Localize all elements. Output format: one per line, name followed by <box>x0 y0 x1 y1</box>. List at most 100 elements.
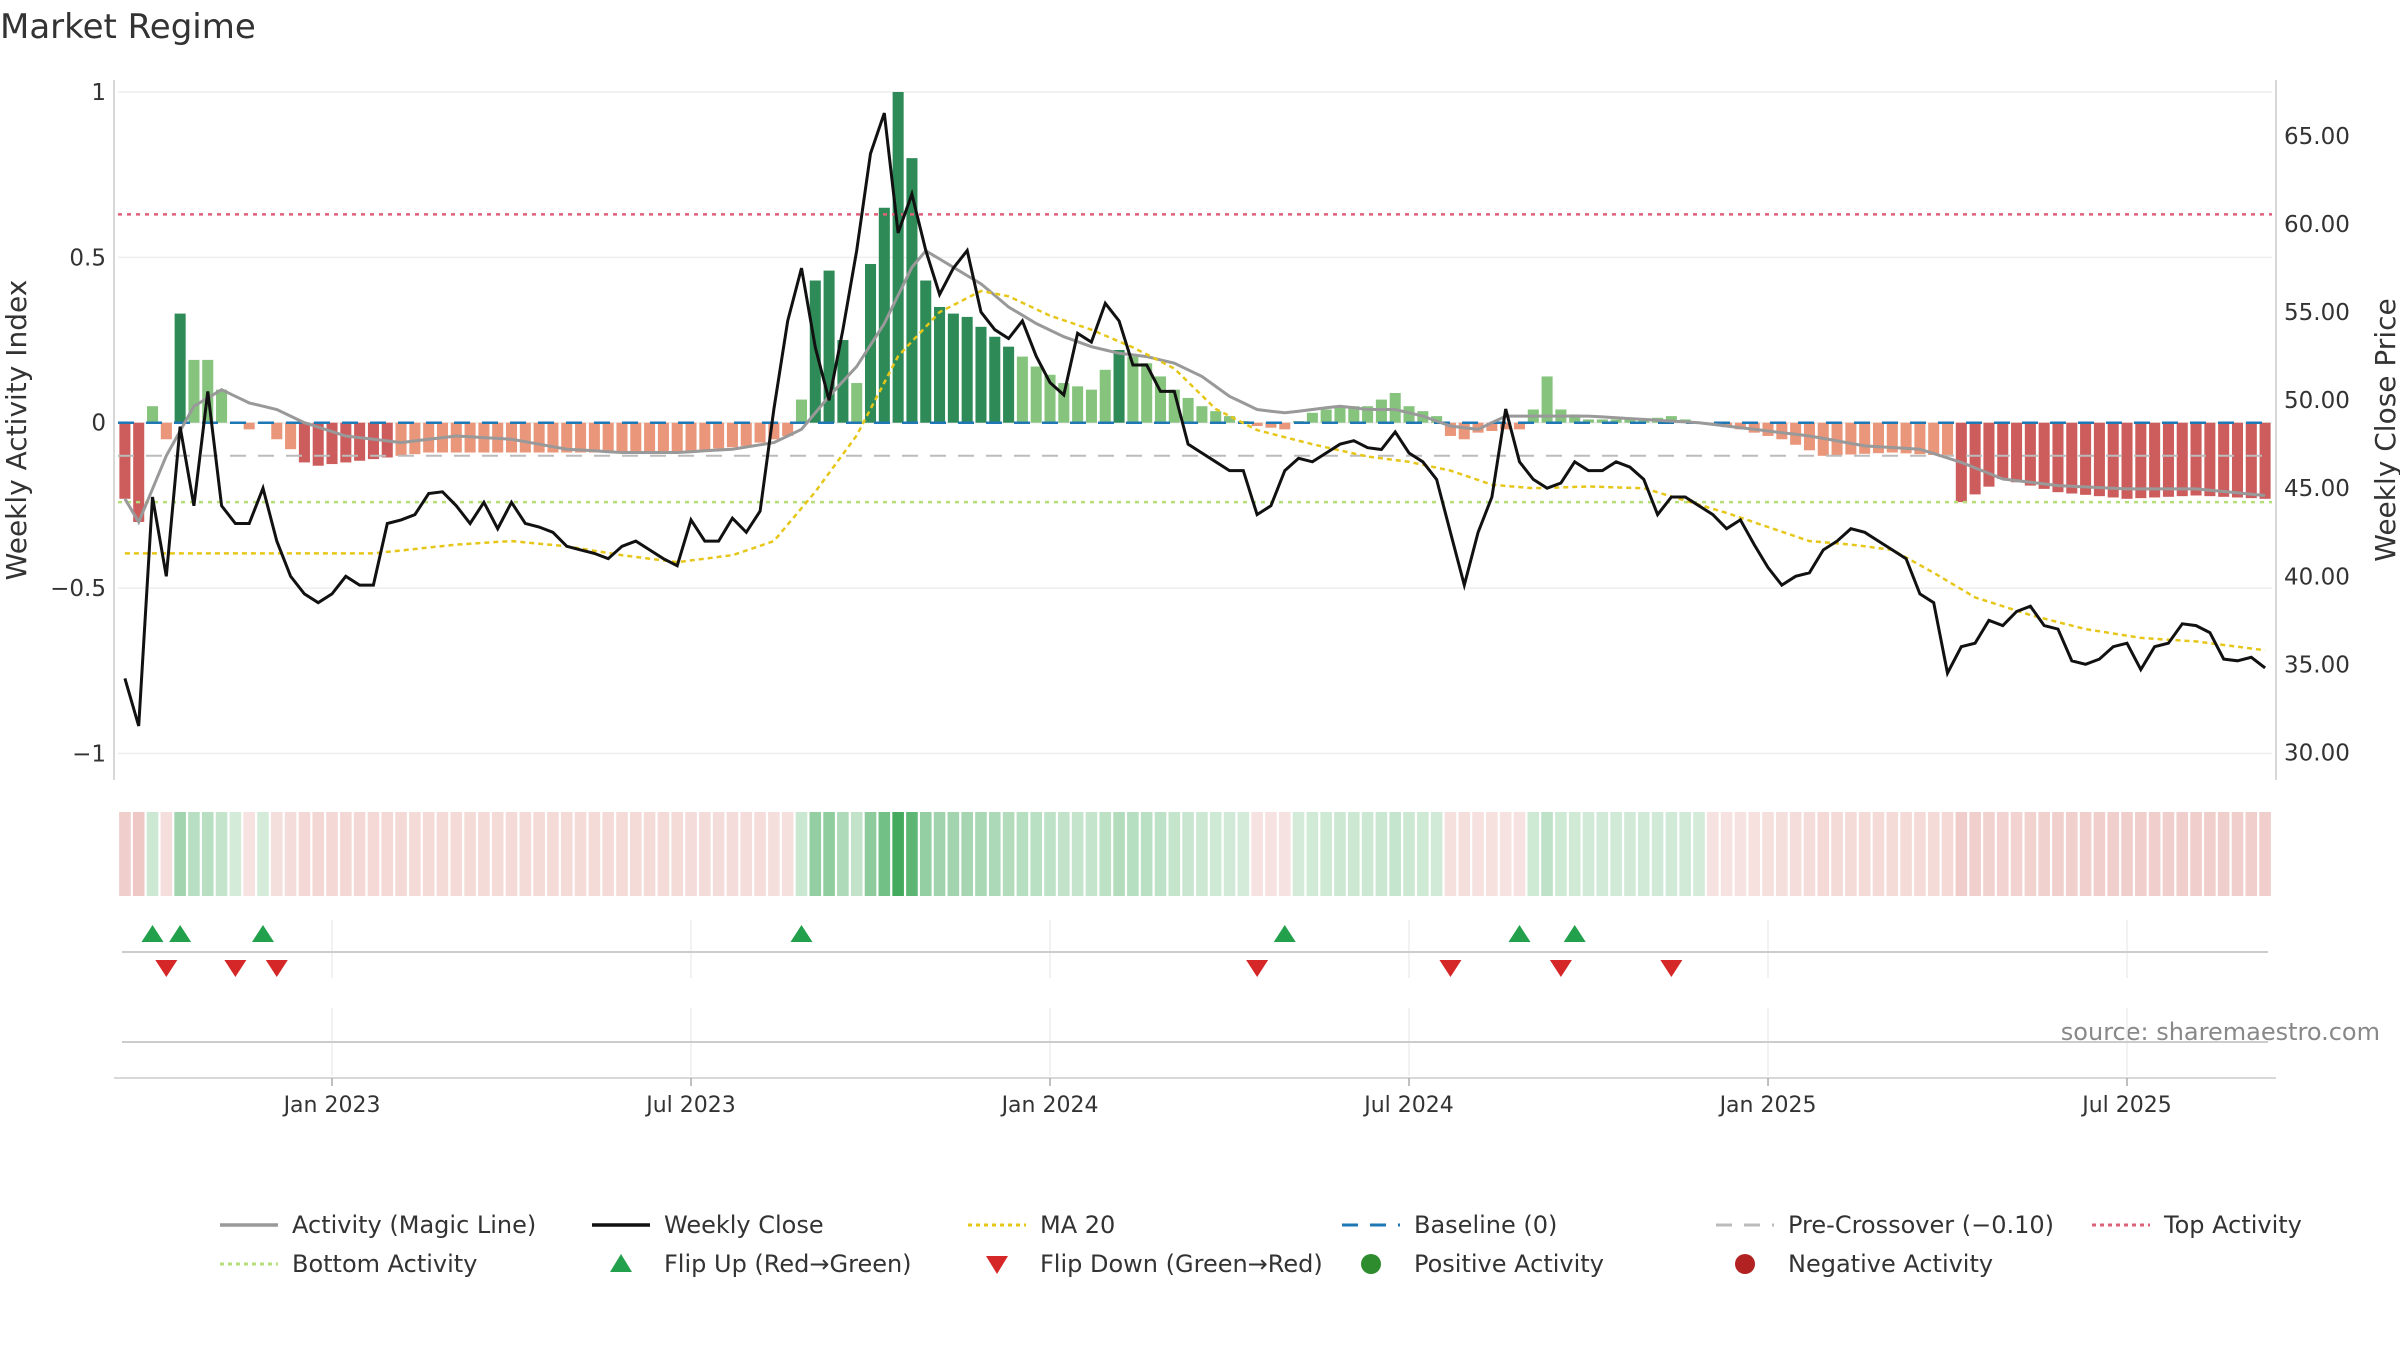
activity-bar <box>726 422 738 448</box>
activity-bar <box>975 326 987 423</box>
regime-cell <box>1983 812 1995 896</box>
activity-bar <box>2218 422 2230 497</box>
activity-bar <box>423 422 435 453</box>
regime-cell <box>2217 812 2230 896</box>
activity-bar <box>1113 349 1125 423</box>
regime-cell <box>643 812 656 896</box>
regime-cell <box>2190 812 2202 896</box>
regime-cell <box>1789 812 1802 896</box>
activity-bar <box>1624 419 1636 423</box>
regime-cell <box>160 812 173 896</box>
activity-bar <box>1914 422 1926 455</box>
activity-bar <box>920 280 932 423</box>
regime-cell <box>1486 812 1498 896</box>
legend-swatch-dot <box>1735 1254 1755 1274</box>
activity-bar <box>1141 363 1153 423</box>
regime-cell <box>174 812 186 896</box>
regime-cell <box>1265 812 1277 896</box>
legend-label: Flip Down (Green→Red) <box>1040 1250 1323 1278</box>
regime-cell <box>1665 812 1678 896</box>
regime-cell <box>298 812 311 896</box>
regime-cell <box>1182 812 1194 896</box>
regime-cell <box>726 812 739 896</box>
regime-cell <box>1941 812 1954 896</box>
legend-item-flipup: Flip Up (Red→Green) <box>610 1250 912 1278</box>
regime-cell <box>2024 812 2037 896</box>
activity-bar <box>851 383 863 423</box>
regime-cell <box>1347 812 1360 896</box>
regime-cell <box>740 812 753 896</box>
activity-bar <box>934 306 946 423</box>
activity-bar <box>146 406 159 423</box>
activity-bar <box>1210 411 1222 423</box>
activity-bar <box>1251 422 1263 427</box>
regime-cell <box>1831 812 1843 896</box>
regime-cell <box>795 812 808 896</box>
y-left-tick-label: 0 <box>91 411 106 437</box>
regime-cell <box>1541 812 1553 896</box>
legend-swatch-dot <box>1361 1254 1381 1274</box>
regime-cell <box>1140 812 1153 896</box>
activity-bar <box>2038 422 2050 489</box>
regime-cell <box>1113 812 1125 896</box>
activity-bar <box>795 399 808 423</box>
legend-label: Flip Up (Red→Green) <box>664 1250 912 1278</box>
regime-cell <box>1817 812 1830 896</box>
activity-bar <box>2245 422 2257 499</box>
regime-cell <box>1582 812 1595 896</box>
activity-bar <box>1638 419 1650 423</box>
regime-cell <box>1555 812 1567 896</box>
regime-cell <box>629 812 642 896</box>
activity-bar <box>243 422 255 430</box>
regime-cell <box>1513 812 1526 896</box>
regime-cell <box>367 812 380 896</box>
legend-label: Weekly Close <box>664 1211 824 1239</box>
y-right-tick-label: 45.00 <box>2284 476 2350 502</box>
activity-bar <box>1375 399 1387 423</box>
regime-cell <box>2176 812 2189 896</box>
y-right-tick-label: 50.00 <box>2284 388 2350 414</box>
flip-up-marker <box>790 925 813 942</box>
y-left-tick-label: 0.5 <box>69 245 106 271</box>
regime-cell <box>436 812 449 896</box>
activity-bar <box>1306 412 1318 423</box>
regime-cell <box>119 812 131 896</box>
regime-cell <box>1444 812 1457 896</box>
activity-bar <box>1458 422 1470 440</box>
regime-cell <box>1209 812 1222 896</box>
activity-bar <box>505 422 518 453</box>
activity-bar <box>2135 422 2147 499</box>
activity-bar <box>644 422 656 453</box>
activity-bar <box>547 422 559 453</box>
activity-bar <box>216 389 228 423</box>
activity-bar <box>1389 392 1401 423</box>
legend-label: Bottom Activity <box>292 1250 477 1278</box>
activity-bar <box>2080 422 2092 495</box>
regime-cell <box>1430 812 1443 896</box>
activity-bar <box>768 422 780 440</box>
regime-cell <box>1527 812 1540 896</box>
legend-label: Pre-Crossover (−0.10) <box>1788 1211 2054 1239</box>
regime-cell <box>1996 812 2009 896</box>
legend-label: Top Activity <box>2163 1211 2302 1239</box>
weekly-close-line <box>123 112 2267 727</box>
activity-bar <box>1444 422 1456 436</box>
activity-bar <box>1320 409 1332 423</box>
regime-cell <box>892 812 904 896</box>
regime-cell <box>2231 812 2244 896</box>
activity-bar <box>892 92 904 423</box>
y-left-tick-label: −1 <box>72 741 106 767</box>
activity-bar <box>906 158 918 423</box>
regime-cell <box>1127 812 1139 896</box>
regime-cell <box>1720 812 1733 896</box>
regime-cell <box>1361 812 1374 896</box>
activity-bar <box>1845 422 1857 455</box>
regime-cell <box>671 812 684 896</box>
activity-bar <box>1044 374 1056 423</box>
activity-bar <box>1900 422 1912 454</box>
regime-cell <box>547 812 559 896</box>
regime-cell <box>685 812 697 896</box>
activity-bar <box>533 422 545 453</box>
y-right-tick-label: 55.00 <box>2284 300 2350 326</box>
regime-cell <box>2065 812 2078 896</box>
